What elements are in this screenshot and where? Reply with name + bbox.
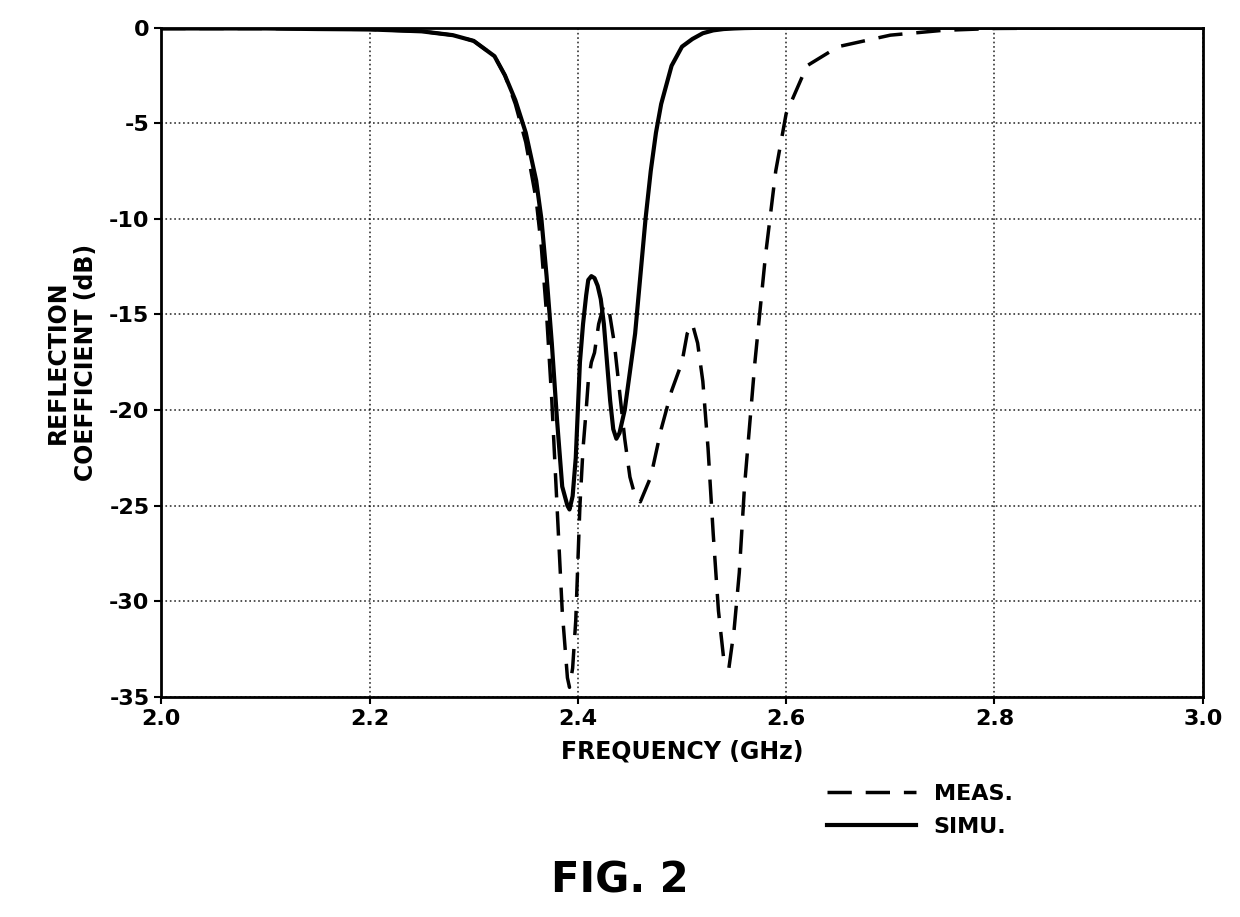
Text: FIG. 2: FIG. 2 [552, 859, 688, 901]
Legend: MEAS., SIMU.: MEAS., SIMU. [818, 775, 1022, 846]
Y-axis label: REFLECTION
COEFFICIENT (dB): REFLECTION COEFFICIENT (dB) [46, 244, 98, 481]
X-axis label: FREQUENCY (GHz): FREQUENCY (GHz) [560, 740, 804, 764]
